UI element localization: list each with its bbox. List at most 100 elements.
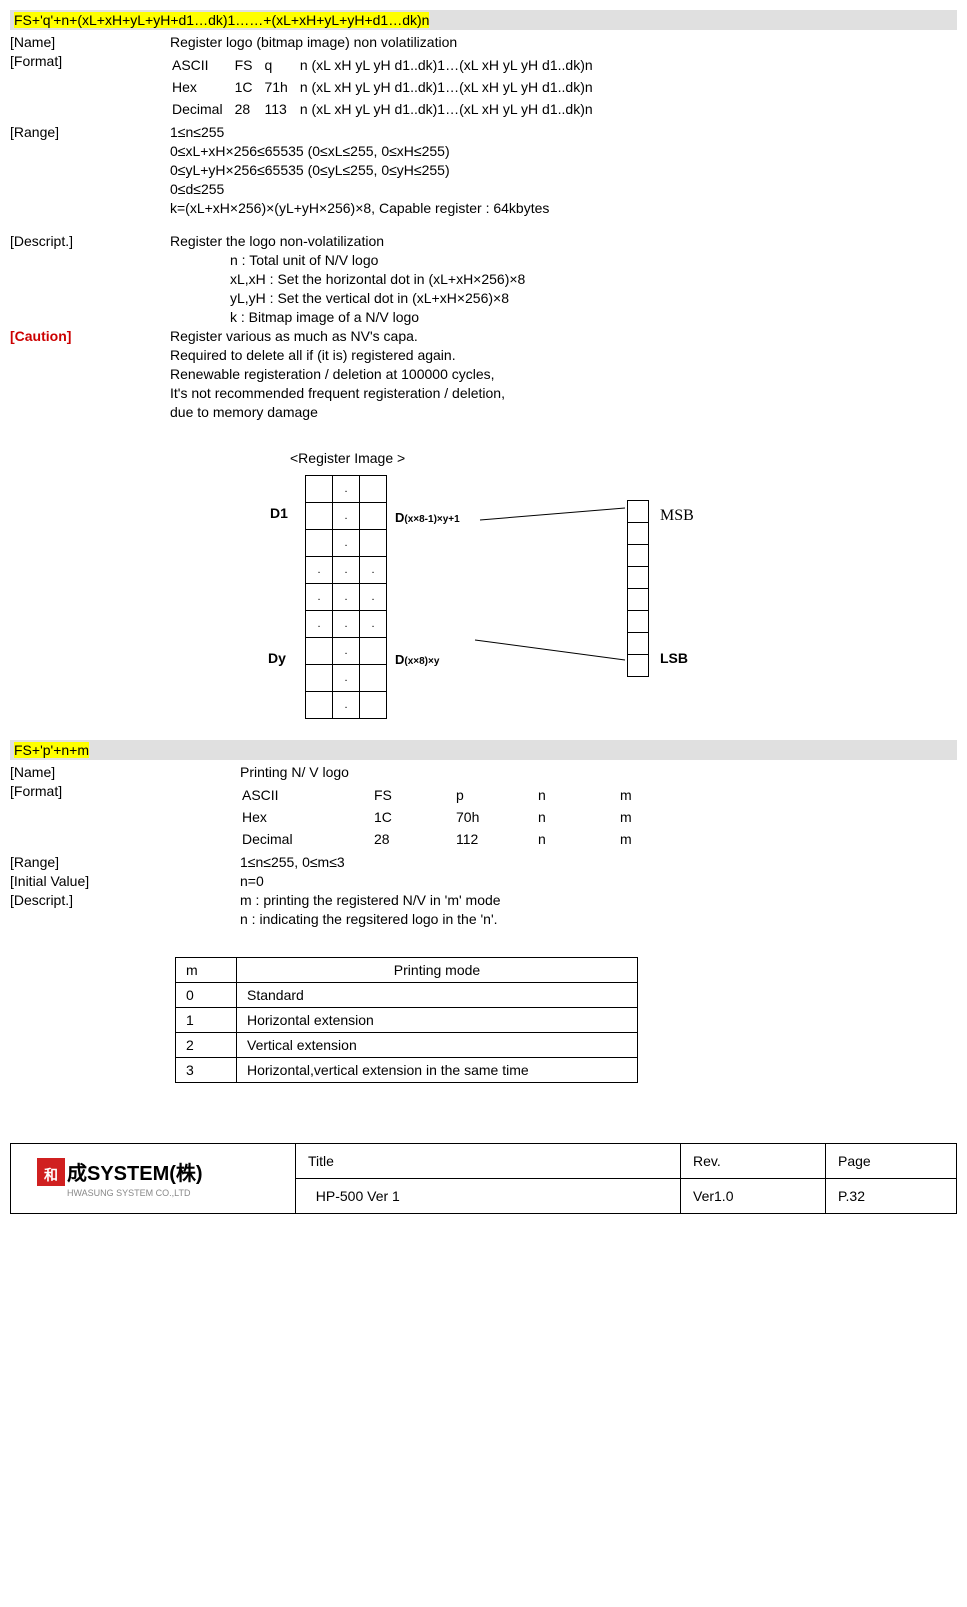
range-row: [Range] 1≤n≤255 bbox=[10, 124, 957, 140]
fmt-a1: FS bbox=[235, 55, 263, 75]
s2-range-value: 1≤n≤255, 0≤m≤3 bbox=[240, 854, 957, 870]
caution3: Renewable registeration / deletion at 10… bbox=[170, 366, 957, 382]
caution1: Register various as much as NV's capa. bbox=[170, 328, 957, 344]
name-row: [Name] Register logo (bitmap image) non … bbox=[10, 34, 957, 50]
fmt-d1: 28 bbox=[235, 99, 263, 119]
d1-label: D1 bbox=[270, 505, 288, 521]
caution2: Required to delete all if (it is) regist… bbox=[170, 347, 957, 363]
range1: 1≤n≤255 bbox=[170, 124, 957, 140]
caution5: due to memory damage bbox=[170, 404, 957, 420]
msb-label: MSB bbox=[660, 507, 694, 525]
dy-label: Dy bbox=[268, 650, 286, 666]
fmt-ascii: ASCII bbox=[172, 55, 233, 75]
fa3: n bbox=[538, 785, 618, 805]
mode-r1b: Horizontal extension bbox=[237, 1008, 638, 1033]
s2-initial-row: [Initial Value] n=0 bbox=[10, 873, 957, 889]
footer-page-label: Page bbox=[826, 1144, 957, 1179]
diagram-lines bbox=[380, 500, 640, 700]
mode-h1: m bbox=[176, 958, 237, 983]
desc2: n : Total unit of N/V logo bbox=[170, 252, 957, 268]
register-image-diagram: <Register Image > D1 Dy D(x×8-1)×y+1 D(x… bbox=[10, 450, 957, 710]
fd2: 112 bbox=[456, 829, 536, 849]
hwasung-logo: 和 成SYSTEM(株) HWASUNG SYSTEM CO.,LTD bbox=[33, 1152, 273, 1202]
footer-title-value: HP-500 Ver 1 bbox=[296, 1179, 681, 1214]
fh2: 70h bbox=[456, 807, 536, 827]
svg-text:成SYSTEM(株): 成SYSTEM(株) bbox=[67, 1161, 203, 1185]
fmt-h2: 71h bbox=[264, 77, 297, 97]
range5: k=(xL+xH×256)×(yL+yH×256)×8, Capable reg… bbox=[170, 200, 957, 216]
s2-format-label: [Format] bbox=[10, 783, 240, 851]
s2-name-value: Printing N/ V logo bbox=[240, 764, 957, 780]
mode-table: m Printing mode 0 Standard 1 Horizontal … bbox=[175, 957, 638, 1083]
desc4: yL,yH : Set the vertical dot in (xL+xH×2… bbox=[170, 290, 957, 306]
fa0: ASCII bbox=[242, 785, 372, 805]
desc3: xL,xH : Set the horizontal dot in (xL+xH… bbox=[170, 271, 957, 287]
grid-container: . . . ... ... ... . . . bbox=[305, 475, 387, 719]
footer-rev-value: Ver1.0 bbox=[681, 1179, 826, 1214]
fd4: m bbox=[620, 829, 642, 849]
range4: 0≤d≤255 bbox=[170, 181, 957, 197]
s2-format-table: ASCII FS p n m Hex 1C 70h n m Decimal 28… bbox=[240, 783, 644, 851]
s2-name-row: [Name] Printing N/ V logo bbox=[10, 764, 957, 780]
format-row: [Format] ASCII FS q n (xL xH yL yH d1..d… bbox=[10, 53, 957, 121]
fd0: Decimal bbox=[242, 829, 372, 849]
footer-table: 和 成SYSTEM(株) HWASUNG SYSTEM CO.,LTD Titl… bbox=[10, 1143, 957, 1214]
mode-r0b: Standard bbox=[237, 983, 638, 1008]
fmt-h1: 1C bbox=[235, 77, 263, 97]
s2-desc1: m : printing the registered N/V in 'm' m… bbox=[240, 892, 957, 908]
fh1: 1C bbox=[374, 807, 454, 827]
descript-label: [Descript.] bbox=[10, 233, 170, 249]
svg-text:和: 和 bbox=[44, 1167, 58, 1183]
descript-row: [Descript.] Register the logo non-volati… bbox=[10, 233, 957, 249]
s2-range-row: [Range] 1≤n≤255, 0≤m≤3 bbox=[10, 854, 957, 870]
mode-r3b: Horizontal,vertical extension in the sam… bbox=[237, 1058, 638, 1083]
mode-h2: Printing mode bbox=[237, 958, 638, 983]
mode-r2a: 2 bbox=[176, 1033, 237, 1058]
format-table: ASCII FS q n (xL xH yL yH d1..dk)1…(xL x… bbox=[170, 53, 605, 121]
diagram-title: <Register Image > bbox=[290, 450, 405, 466]
svg-text:HWASUNG SYSTEM CO.,LTD: HWASUNG SYSTEM CO.,LTD bbox=[67, 1188, 191, 1198]
range-label: [Range] bbox=[10, 124, 170, 140]
format-label: [Format] bbox=[10, 53, 170, 121]
caution-row: [Caution] Register various as much as NV… bbox=[10, 328, 957, 344]
mode-r0a: 0 bbox=[176, 983, 237, 1008]
lsb-label: LSB bbox=[660, 650, 688, 666]
logo-cell: 和 成SYSTEM(株) HWASUNG SYSTEM CO.,LTD bbox=[11, 1144, 296, 1214]
s2-initial-value: n=0 bbox=[240, 873, 957, 889]
section1-header-text: FS+'q'+n+(xL+xH+yL+yH+d1…dk)1……+(xL+xH+y… bbox=[14, 12, 429, 28]
fa2: p bbox=[456, 785, 536, 805]
section2-header-text: FS+'p'+n+m bbox=[14, 742, 89, 758]
s2-name-label: [Name] bbox=[10, 764, 240, 780]
fh0: Hex bbox=[242, 807, 372, 827]
fa4: m bbox=[620, 785, 642, 805]
caution-label: [Caution] bbox=[10, 328, 170, 344]
mode-r2b: Vertical extension bbox=[237, 1033, 638, 1058]
footer-title-label: Title bbox=[296, 1144, 681, 1179]
fmt-decimal: Decimal bbox=[172, 99, 233, 119]
fd3: n bbox=[538, 829, 618, 849]
fmt-d2: 113 bbox=[264, 99, 297, 119]
s2-format-content: ASCII FS p n m Hex 1C 70h n m Decimal 28… bbox=[240, 783, 957, 851]
s2-descript-label: [Descript.] bbox=[10, 892, 240, 908]
range2: 0≤xL+xH×256≤65535 (0≤xL≤255, 0≤xH≤255) bbox=[170, 143, 957, 159]
fmt-h3: n (xL xH yL yH d1..dk)1…(xL xH yL yH d1.… bbox=[300, 77, 603, 97]
s2-desc2: n : indicating the regsitered logo in th… bbox=[240, 911, 957, 927]
s2-format-row: [Format] ASCII FS p n m Hex 1C 70h n m bbox=[10, 783, 957, 851]
name-label: [Name] bbox=[10, 34, 170, 50]
fh3: n bbox=[538, 807, 618, 827]
s2-range-label: [Range] bbox=[10, 854, 240, 870]
fmt-hex: Hex bbox=[172, 77, 233, 97]
fmt-a3: n (xL xH yL yH d1..dk)1…(xL xH yL yH d1.… bbox=[300, 55, 603, 75]
footer-rev-label: Rev. bbox=[681, 1144, 826, 1179]
mode-r1a: 1 bbox=[176, 1008, 237, 1033]
s2-descript-row: [Descript.] m : printing the registered … bbox=[10, 892, 957, 908]
section1-header: FS+'q'+n+(xL+xH+yL+yH+d1…dk)1……+(xL+xH+y… bbox=[10, 10, 957, 30]
fmt-d3: n (xL xH yL yH d1..dk)1…(xL xH yL yH d1.… bbox=[300, 99, 603, 119]
section2-header: FS+'p'+n+m bbox=[10, 740, 957, 760]
section-fs-q: FS+'q'+n+(xL+xH+yL+yH+d1…dk)1……+(xL+xH+y… bbox=[10, 10, 957, 710]
desc5: k : Bitmap image of a N/V logo bbox=[170, 309, 957, 325]
section-fs-p: FS+'p'+n+m [Name] Printing N/ V logo [Fo… bbox=[10, 740, 957, 1083]
diagram-grid: . . . ... ... ... . . . bbox=[305, 475, 387, 719]
desc1: Register the logo non-volatilization bbox=[170, 233, 957, 249]
footer-page-value: P.32 bbox=[826, 1179, 957, 1214]
